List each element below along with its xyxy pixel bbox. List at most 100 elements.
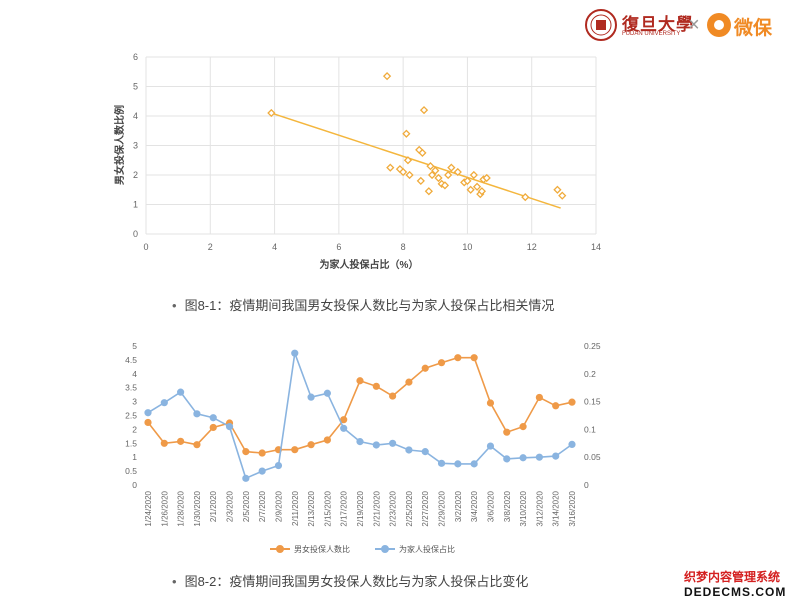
point-family-share [258, 467, 266, 475]
line-x-tick: 2/21/2020 [372, 490, 381, 526]
scatter-point [444, 170, 453, 180]
caption-1-text: 图8-1：疫情期间我国男女投保人数比与为家人投保占比相关情况 [184, 298, 555, 313]
legend-marker-orange [276, 545, 284, 553]
point-gender-ratio [372, 382, 380, 390]
line-left-y-tick: 4 [132, 369, 137, 379]
scatter-y-tick: 1 [133, 200, 138, 210]
point-family-share [470, 460, 478, 468]
line-x-tick: 3/8/2020 [503, 490, 512, 522]
logo-bar: 復旦大學 FUDAN UNIVERSITY × 微保 [584, 6, 784, 46]
logo-separator: × [688, 14, 700, 36]
caption-bullet: • [172, 298, 177, 313]
line-left-y-tick-labels: 0 0.5 1 1.5 2 2.5 3 3.5 4 4.5 5 [125, 341, 137, 490]
scatter-point [418, 148, 427, 157]
watermark-line-1: 织梦内容管理系统 [684, 570, 781, 584]
point-gender-ratio [356, 377, 364, 385]
scatter-y-tick: 3 [133, 141, 138, 151]
line-chart: 0 0.5 1 1.5 2 2.5 3 3.5 4 4.5 5 0 0.05 0.1 0.15 0.2 0.2… [125, 341, 601, 554]
point-family-share [519, 454, 527, 462]
point-gender-ratio [454, 354, 462, 362]
point-gender-ratio [323, 436, 331, 444]
line-x-tick: 3/2/2020 [454, 490, 463, 522]
point-family-share [160, 399, 168, 407]
scatter-point [440, 181, 450, 190]
line-x-tick: 2/13/2020 [307, 490, 316, 526]
scatter-trendline [271, 112, 561, 209]
point-gender-ratio [242, 448, 250, 456]
scatter-point [399, 167, 408, 177]
point-gender-ratio [160, 439, 168, 447]
line-left-y-tick: 4.5 [125, 355, 137, 365]
scatter-points [267, 72, 567, 202]
fudan-logo-english: FUDAN UNIVERSITY [622, 31, 681, 37]
point-family-share [356, 438, 364, 446]
line-x-tick-labels: 1/24/2020 1/26/2020 1/28/2020 1/30/2020 2/1/… [144, 490, 577, 526]
scatter-point [558, 191, 567, 200]
line-x-tick: 1/28/2020 [177, 490, 186, 526]
scatter-x-tick: 8 [401, 242, 406, 252]
scatter-point [447, 163, 456, 172]
point-family-share [552, 452, 560, 460]
fudan-seal-icon [585, 9, 617, 41]
line-x-tick: 2/5/2020 [242, 490, 251, 522]
line-left-y-tick: 2.5 [125, 411, 137, 421]
weibao-logo-icon [707, 13, 731, 37]
line-x-tick: 3/4/2020 [470, 490, 479, 522]
scatter-point [386, 163, 395, 172]
scatter-point [469, 170, 478, 180]
scatter-point [403, 156, 413, 165]
point-family-share [486, 442, 495, 450]
watermark: 织梦内容管理系统 DEDECMS.COM [684, 568, 790, 599]
line-right-y-tick-labels: 0 0.05 0.1 0.15 0.2 0.25 [584, 341, 601, 490]
caption-2-text: 图8-2：疫情期间我国男女投保人数比与为家人投保占比变化 [184, 574, 529, 589]
point-gender-ratio [519, 423, 527, 431]
line-x-tick: 1/26/2020 [160, 490, 169, 526]
scatter-point [521, 193, 530, 202]
scatter-x-axis-label: 为家人投保占比（%） [320, 258, 419, 271]
scatter-point [382, 72, 392, 81]
line-x-tick: 3/12/2020 [535, 490, 544, 526]
line-right-y-tick: 0 [584, 480, 589, 490]
scatter-point [553, 185, 562, 194]
scatter-point [416, 176, 425, 186]
scatter-y-axis-label: 男女投保人数比例 [113, 105, 126, 185]
point-gender-ratio [568, 398, 576, 406]
line-x-tick: 2/25/2020 [405, 490, 414, 526]
scatter-x-tick: 6 [336, 242, 341, 252]
scatter-x-tick: 14 [591, 242, 601, 252]
scatter-y-tick: 5 [133, 82, 138, 92]
line-legend: 男女投保人数比 为家人投保占比 [270, 544, 455, 554]
line-x-tick: 3/10/2020 [519, 490, 528, 526]
scatter-x-tick: 10 [462, 242, 472, 252]
point-gender-ratio [470, 354, 478, 362]
point-gender-ratio [291, 446, 299, 454]
line-x-tick: 2/19/2020 [356, 490, 365, 526]
line-right-y-tick: 0.15 [584, 397, 601, 407]
point-gender-ratio [209, 423, 217, 432]
point-gender-ratio [258, 449, 266, 457]
scatter-point [453, 167, 462, 177]
point-family-share [209, 414, 217, 422]
point-family-share [421, 448, 429, 456]
point-gender-ratio [389, 392, 397, 400]
point-family-share [535, 453, 543, 461]
point-family-share [274, 461, 283, 470]
line-left-y-tick: 2 [132, 424, 137, 434]
point-gender-ratio [193, 441, 201, 449]
figure-caption-1: • 图8-1：疫情期间我国男女投保人数比与为家人投保占比相关情况 [172, 295, 554, 314]
scatter-x-tick: 12 [527, 242, 537, 252]
point-family-share [454, 460, 462, 468]
scatter-point [482, 173, 491, 183]
line-x-tick: 2/15/2020 [323, 490, 332, 526]
legend-label-orange: 男女投保人数比 [294, 544, 350, 554]
scatter-point [434, 173, 443, 183]
line-right-y-tick: 0.2 [584, 369, 596, 379]
line-x-tick: 2/23/2020 [389, 490, 398, 526]
point-family-share [503, 455, 511, 463]
line-left-y-tick: 1.5 [125, 438, 137, 448]
point-family-share [225, 423, 234, 431]
scatter-point [267, 108, 276, 118]
point-gender-ratio [486, 399, 495, 407]
line-x-tick: 3/6/2020 [486, 490, 495, 522]
